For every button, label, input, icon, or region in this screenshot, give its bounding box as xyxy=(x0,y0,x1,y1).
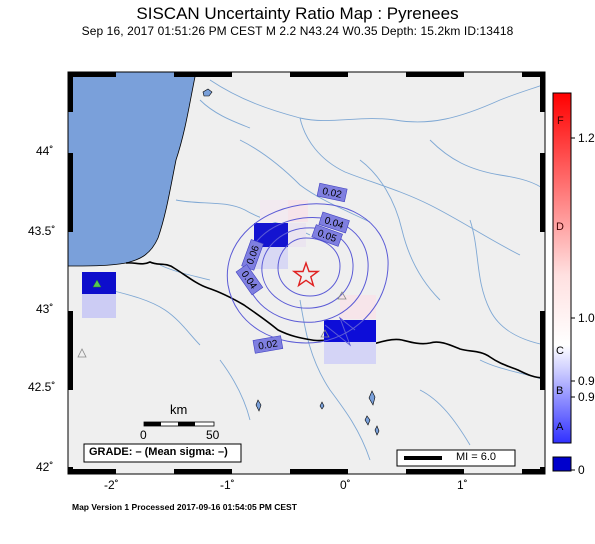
mi-legend-line xyxy=(404,456,442,460)
cell xyxy=(288,200,308,222)
colorbar-value: 1.0 xyxy=(578,311,595,325)
scale-bar-title: km xyxy=(170,402,188,417)
colorbar-letter: B xyxy=(556,385,564,397)
x-tick-label: 1˚ xyxy=(457,478,468,492)
colorbar-value: 1.2 xyxy=(578,131,595,145)
cell xyxy=(82,294,116,318)
y-tick-label: 43˚ xyxy=(36,302,54,316)
contour-label: 0.02 xyxy=(316,182,348,203)
grade-box xyxy=(83,443,242,463)
colorbar-letter: A xyxy=(556,421,564,433)
contour-labels: 0.02 0.04 0.05 0.06 0.04 0.02 xyxy=(235,182,350,354)
colorbar-value: 0 xyxy=(578,463,585,477)
x-tick-label: 0˚ xyxy=(340,478,351,492)
mi-legend-box xyxy=(396,449,516,467)
colorbar-letter: C xyxy=(556,345,564,357)
station-triangle-icon xyxy=(77,348,87,358)
contour-label-text: 0.02 xyxy=(258,338,280,352)
map-area: 0.02 0.04 0.05 0.06 0.04 0.02 xyxy=(68,72,545,474)
colorbar xyxy=(552,92,575,472)
y-tick-label: 42˚ xyxy=(36,460,54,474)
mi-legend-text: MI = 6.0 xyxy=(456,451,497,463)
y-tick-label: 42.5˚ xyxy=(28,380,56,394)
scale-bar-max: 50 xyxy=(206,428,220,442)
colorbar-zero-swatch xyxy=(552,456,572,472)
lake xyxy=(255,390,380,436)
y-tick-label: 44˚ xyxy=(36,144,54,158)
contour-label: 0.04 xyxy=(318,211,350,234)
y-tick-label: 43.5˚ xyxy=(28,224,56,238)
scale-bar xyxy=(143,421,215,427)
colorbar-value: 0.9 xyxy=(578,390,595,404)
station-triangle-icon xyxy=(337,291,347,300)
grade-text: GRADE: – (Mean sigma: –) xyxy=(89,446,228,458)
scale-bar-min: 0 xyxy=(140,428,147,442)
map-frame xyxy=(67,71,546,475)
cell xyxy=(260,200,288,222)
epicenter-star-icon xyxy=(291,260,321,288)
map-title: SISCAN Uncertainty Ratio Map : Pyrenees xyxy=(136,4,459,23)
x-tick-label: -1˚ xyxy=(220,478,235,492)
map-subtitle: Sep 16, 2017 01:51:26 PM CEST M 2.2 N43.… xyxy=(81,24,514,38)
lake xyxy=(202,88,213,97)
station-triangle-icon xyxy=(92,279,102,288)
station-triangle-icon xyxy=(320,329,330,338)
cell xyxy=(288,223,306,247)
x-tick-label: -2˚ xyxy=(104,478,119,492)
colorbar-letter: D xyxy=(556,221,564,233)
sea-area xyxy=(68,72,197,267)
cell xyxy=(324,342,376,364)
contour-label-text: 0.02 xyxy=(321,186,343,201)
colorbar-value: 0.9 xyxy=(578,374,595,388)
colorbar-letter: F xyxy=(557,115,564,127)
contour-label: 0.02 xyxy=(252,335,284,354)
map-footer: Map Version 1 Processed 2017-09-16 01:54… xyxy=(72,502,297,512)
